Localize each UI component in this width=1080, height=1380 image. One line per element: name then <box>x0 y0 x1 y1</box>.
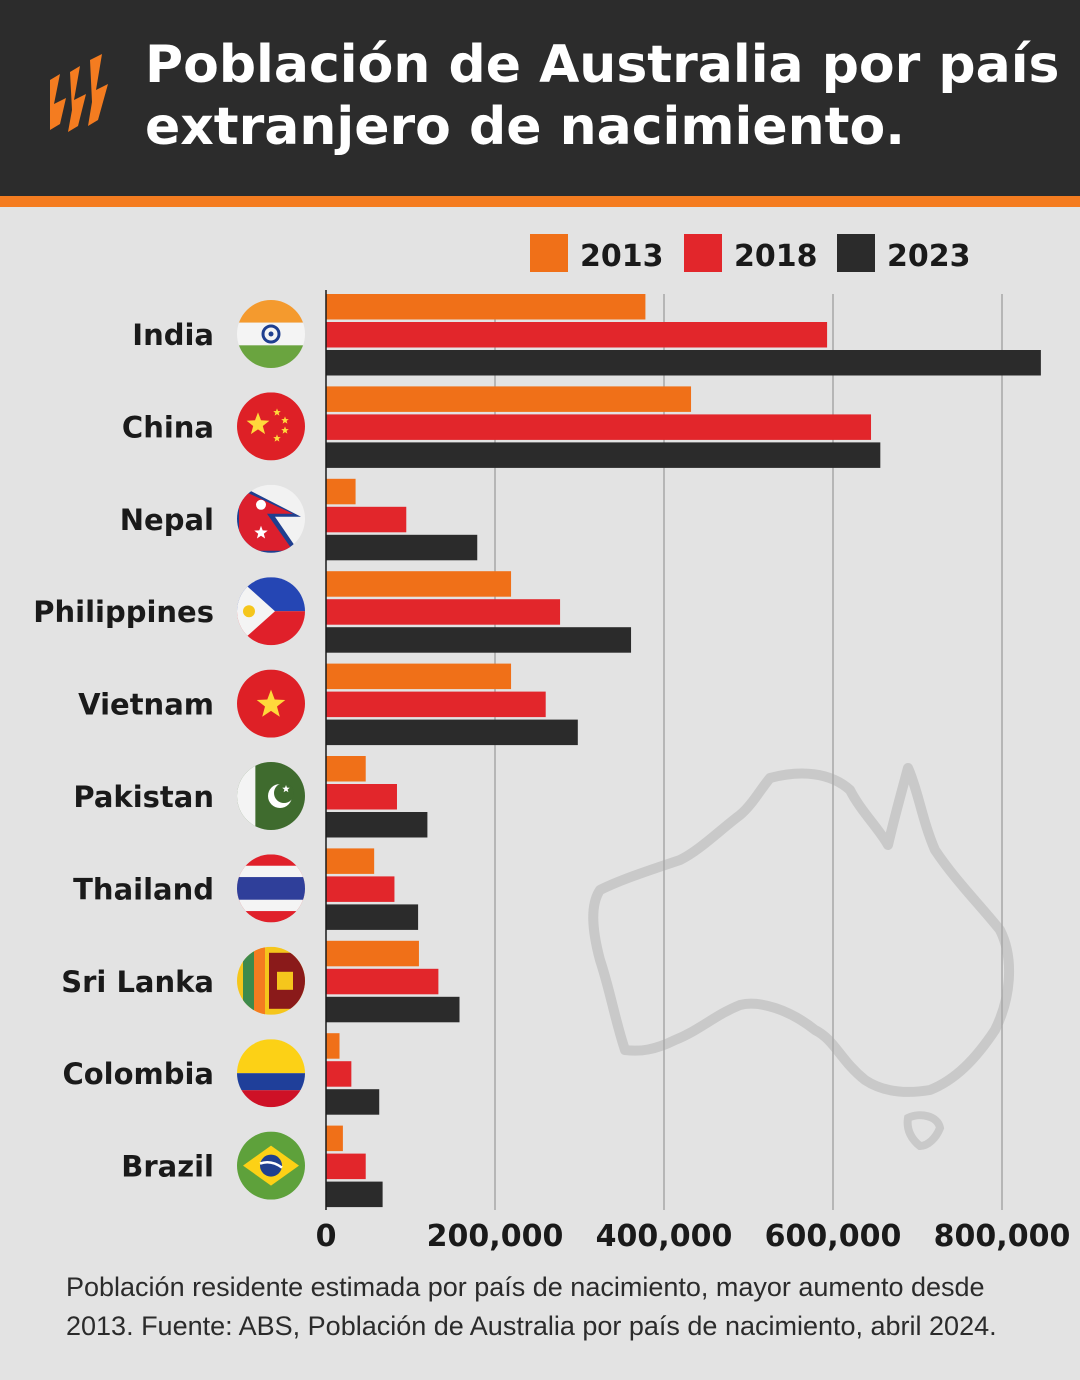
legend-swatch <box>530 234 568 272</box>
colombia-flag-icon <box>237 1039 305 1108</box>
philippines-flag-icon <box>237 577 305 646</box>
bar <box>326 784 397 810</box>
bar <box>326 294 646 320</box>
x-tick-label: 400,000 <box>596 1219 733 1254</box>
pakistan-flag-icon <box>237 762 305 830</box>
legend-item: 2013 <box>530 234 664 274</box>
bar <box>326 663 512 690</box>
sbs-logo-icon <box>50 54 108 132</box>
category-label: Philippines <box>33 595 214 629</box>
china-flag-icon <box>237 392 305 461</box>
tasmania-outline <box>903 1111 945 1151</box>
bar <box>326 1033 340 1059</box>
bar <box>326 691 546 718</box>
vietnam-flag-icon <box>237 669 305 738</box>
legend-label: 2013 <box>580 239 664 274</box>
category-label: India <box>132 318 214 352</box>
brazil-flag-icon <box>237 1131 305 1200</box>
bar <box>326 848 375 874</box>
category-label: Brazil <box>121 1150 214 1184</box>
bar <box>326 534 478 561</box>
x-tick-label: 800,000 <box>934 1219 1071 1254</box>
bar <box>326 627 632 653</box>
category-label: Thailand <box>73 872 214 906</box>
header-accent-stripe <box>0 196 1080 207</box>
header-bar <box>0 0 1080 196</box>
category-label: China <box>122 410 214 444</box>
legend-swatch <box>684 234 722 272</box>
bar <box>326 322 828 348</box>
category-label: Nepal <box>120 503 214 537</box>
nepal-flag-icon <box>237 484 305 553</box>
category-label: Colombia <box>62 1057 214 1091</box>
legend-label: 2018 <box>734 239 818 274</box>
bar-chart: 0 200,000 400,000 600,000 800,000 India China N… <box>33 234 1071 1254</box>
bar <box>326 386 692 412</box>
bar <box>326 904 419 930</box>
category-label: Vietnam <box>78 688 214 722</box>
bar <box>326 599 561 625</box>
india-flag-icon <box>237 300 305 368</box>
thailand-flag-icon <box>237 854 305 923</box>
bar <box>326 350 1041 376</box>
legend-item: 2018 <box>684 234 818 274</box>
bar <box>326 876 395 902</box>
x-tick-label: 200,000 <box>427 1219 564 1254</box>
australia-map-outline <box>588 763 1014 1097</box>
legend-swatch <box>837 234 875 272</box>
bar <box>326 940 419 967</box>
bar <box>326 1181 383 1208</box>
bar <box>326 719 578 746</box>
bar <box>326 1153 366 1180</box>
chart-title: Población de Australia por país extranje… <box>145 35 1060 157</box>
legend-item: 2023 <box>837 234 971 274</box>
category-label: Sri Lanka <box>61 965 214 999</box>
x-tick-label: 0 <box>316 1219 337 1254</box>
bar <box>326 812 428 838</box>
bar <box>326 1125 343 1152</box>
x-tick-label: 600,000 <box>765 1219 902 1254</box>
bar <box>326 478 356 505</box>
bar <box>326 506 407 533</box>
legend-label: 2023 <box>887 239 971 274</box>
bar <box>326 442 881 468</box>
bar <box>326 571 512 597</box>
bar <box>326 996 460 1023</box>
chart-caption: Población residente estimada por país de… <box>66 1272 997 1341</box>
bar <box>326 1061 352 1087</box>
bar <box>326 1089 380 1115</box>
bar <box>326 756 366 782</box>
category-label: Pakistan <box>73 780 214 814</box>
sri-lanka-flag-icon <box>237 946 305 1015</box>
bar <box>326 414 872 440</box>
bar <box>326 968 439 995</box>
